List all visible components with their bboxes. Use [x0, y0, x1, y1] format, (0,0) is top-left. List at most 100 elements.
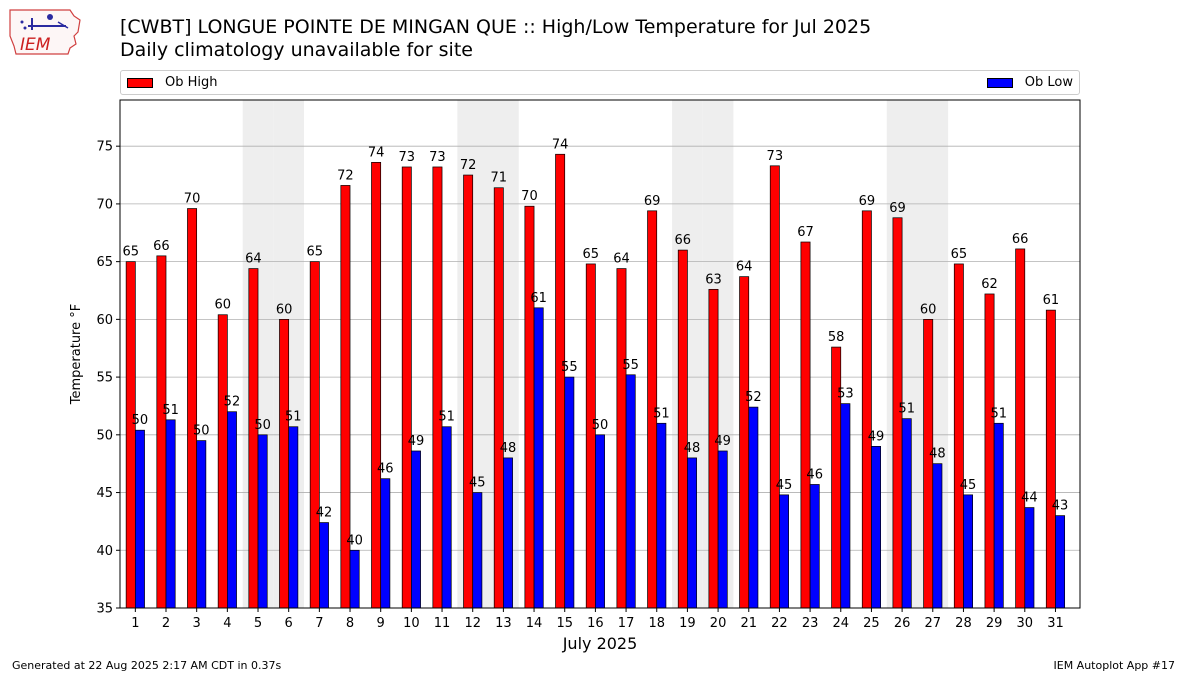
bar-label-low: 42: [316, 506, 333, 521]
bar-label-low: 49: [714, 434, 731, 449]
x-axis-label: July 2025: [562, 634, 638, 653]
bar-label-high: 60: [920, 302, 937, 317]
y-tick-label: 35: [96, 602, 113, 617]
x-tick-label: 19: [679, 616, 696, 631]
x-tick-label: 15: [556, 616, 573, 631]
bar-label-high: 71: [491, 171, 508, 186]
bar-label-low: 44: [1021, 491, 1038, 506]
x-tick-label: 17: [618, 616, 635, 631]
bar-low: [533, 307, 544, 609]
bar-label-low: 50: [132, 413, 149, 428]
legend: Ob High Ob Low: [120, 70, 1080, 95]
x-tick-label: 29: [986, 616, 1003, 631]
bar-label-low: 51: [898, 402, 915, 417]
bar-high: [401, 166, 412, 609]
bar-low: [1024, 507, 1035, 609]
bar-label-low: 61: [530, 291, 547, 306]
bar-label-low: 43: [1052, 499, 1069, 514]
bar-low: [687, 457, 697, 609]
y-tick-label: 60: [96, 313, 113, 328]
footer-generated: Generated at 22 Aug 2025 2:17 AM CDT in …: [12, 659, 282, 672]
bar-low: [993, 422, 1004, 609]
bar-high: [279, 319, 290, 609]
bar-low: [840, 403, 851, 609]
bar-low: [196, 440, 207, 609]
bar-low: [1055, 515, 1066, 609]
plot-frame: [119, 99, 1081, 609]
x-tick-label: 25: [863, 616, 880, 631]
bar-high: [677, 249, 688, 609]
bar-low: [595, 434, 605, 609]
bar-label-high: 61: [1043, 293, 1060, 308]
bar-low: [165, 419, 176, 609]
bar-low: [656, 422, 667, 609]
bar-high: [769, 165, 780, 609]
bar-label-high: 60: [276, 302, 293, 317]
bar-label-low: 48: [684, 441, 701, 456]
x-tick-label: 1: [131, 616, 139, 631]
x-tick-label: 14: [526, 616, 543, 631]
bar-low: [503, 457, 513, 609]
bar-high: [953, 263, 964, 609]
legend-item-high: Ob High: [127, 75, 218, 90]
bar-low: [411, 450, 421, 609]
x-tick-label: 21: [740, 616, 757, 631]
bar-label-high: 72: [337, 168, 354, 183]
x-tick-label: 28: [955, 616, 972, 631]
bar-label-high: 65: [951, 247, 968, 262]
bar-low: [288, 426, 299, 609]
legend-label-high: Ob High: [165, 75, 218, 90]
bar-label-low: 51: [438, 410, 455, 425]
bar-high: [1045, 309, 1056, 609]
x-tick-label: 12: [464, 616, 481, 631]
legend-label-low: Ob Low: [1024, 75, 1073, 90]
x-tick-label: 11: [434, 616, 451, 631]
bar-label-high: 73: [767, 149, 784, 164]
bar-label-high: 65: [122, 245, 139, 260]
bar-label-low: 50: [592, 418, 609, 433]
bar-label-low: 45: [960, 478, 977, 493]
bar-label-high: 64: [736, 260, 753, 275]
bar-label-high: 58: [828, 330, 845, 345]
bar-low: [717, 450, 728, 609]
legend-item-low: Ob Low: [986, 75, 1073, 90]
x-tick-label: 31: [1047, 616, 1064, 631]
x-tick-label: 3: [193, 616, 201, 631]
bar-low: [134, 429, 145, 609]
x-tick-label: 26: [894, 616, 911, 631]
bar-label-low: 52: [224, 395, 241, 410]
bar-label-high: 66: [153, 239, 170, 254]
x-tick-label: 2: [162, 616, 170, 631]
bar-high: [217, 314, 228, 609]
x-tick-label: 10: [403, 616, 420, 631]
bar-high: [800, 241, 811, 609]
bar-high: [984, 293, 995, 609]
bar-label-low: 45: [776, 478, 793, 493]
bar-label-high: 64: [245, 252, 262, 267]
bar-low: [226, 411, 237, 609]
bar-high: [493, 187, 504, 609]
bar-label-low: 50: [193, 424, 210, 439]
bar-high: [1015, 248, 1026, 609]
bar-high: [156, 255, 167, 609]
bar-low: [809, 484, 820, 609]
y-tick-label: 40: [96, 544, 113, 559]
bar-high: [739, 276, 750, 609]
bar-high: [432, 166, 443, 609]
bar-low: [932, 463, 943, 609]
bar-label-low: 49: [868, 429, 885, 444]
title-line-1: [CWBT] LONGUE POINTE DE MINGAN QUE :: Hi…: [120, 16, 872, 38]
bar-label-high: 66: [1012, 232, 1029, 247]
bar-label-high: 70: [521, 189, 538, 204]
x-tick-label: 23: [802, 616, 819, 631]
bar-label-low: 51: [162, 403, 179, 418]
logo-text: IEM: [20, 35, 51, 55]
bar-label-high: 60: [214, 298, 231, 313]
x-tick-label: 13: [495, 616, 512, 631]
bar-high: [524, 205, 535, 609]
bar-label-low: 50: [254, 418, 271, 433]
bar-label-high: 69: [889, 201, 906, 216]
title-line-2: Daily climatology unavailable for site: [120, 39, 473, 61]
bar-label-high: 62: [981, 277, 998, 292]
